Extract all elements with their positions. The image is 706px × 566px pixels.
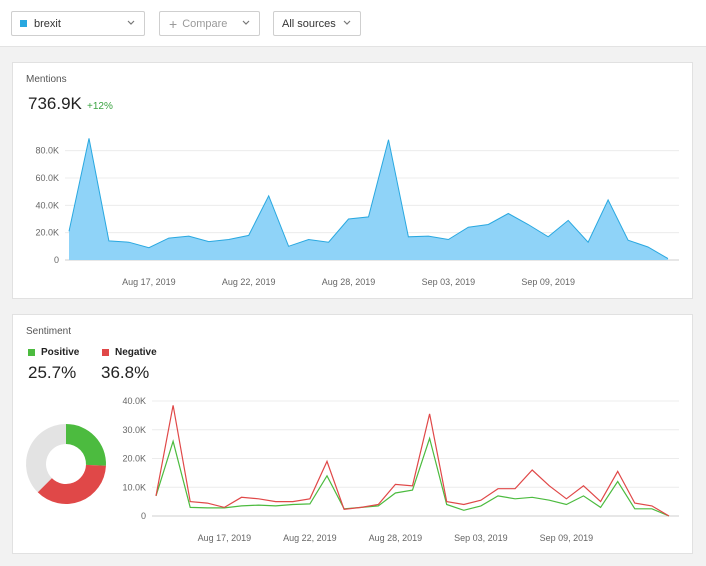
negative-swatch xyxy=(102,349,109,356)
y-tick-label: 0 xyxy=(54,255,59,265)
negative-label: Negative xyxy=(115,347,157,358)
compare-dropdown[interactable]: + Compare xyxy=(159,11,260,36)
donut-slice-positive xyxy=(66,424,107,466)
y-tick-label: 20.0K xyxy=(35,228,59,238)
query-color-swatch xyxy=(20,20,27,27)
y-tick-label: 40.0K xyxy=(122,396,146,406)
chevron-down-icon xyxy=(242,20,250,25)
mentions-title: Mentions xyxy=(26,74,67,85)
mentions-line xyxy=(68,138,669,260)
y-tick-label: 10.0K xyxy=(122,482,146,492)
x-tick-label: Aug 22, 2019 xyxy=(222,277,276,287)
donut-slice-negative xyxy=(37,464,106,504)
legend-positive: Positive xyxy=(28,347,79,358)
positive-swatch xyxy=(28,349,35,356)
mentions-card: Mentions 736.9K +12% 0 20.0K 40.0K 60.0K 80.… xyxy=(12,62,693,299)
y-tick-label: 30.0K xyxy=(122,425,146,435)
y-tick-label: 20.0K xyxy=(122,454,146,464)
donut-slice-neutral xyxy=(25,424,66,493)
chevron-down-icon xyxy=(343,20,351,25)
sources-label: All sources xyxy=(282,17,336,30)
sentiment-card: Sentiment Positive Negative 25.7% 36.8% … xyxy=(12,314,693,554)
x-tick-label: Sep 09, 2019 xyxy=(521,277,575,287)
x-tick-label: Sep 09, 2019 xyxy=(540,533,594,543)
legend-negative: Negative xyxy=(102,347,157,358)
mentions-delta: +12% xyxy=(87,101,113,112)
y-tick-label: 40.0K xyxy=(35,200,59,210)
negative-value: 36.8% xyxy=(101,363,150,382)
x-tick-label: Aug 17, 2019 xyxy=(122,277,176,287)
positive-line xyxy=(155,436,670,517)
mentions-total: 736.9K xyxy=(28,94,82,113)
toolbar: brexit + Compare All sources xyxy=(0,0,706,47)
mentions-chart: 0 20.0K 40.0K 60.0K 80.0K Aug 17, 2019 Aug 22,… xyxy=(35,138,679,287)
positive-value: 25.7% xyxy=(28,363,77,382)
sentiment-chart: 0 10.0K 20.0K 30.0K 40.0K Aug 17, 2019 Aug 22,… xyxy=(25,396,679,543)
y-tick-label: 80.0K xyxy=(35,146,59,156)
x-tick-label: Aug 17, 2019 xyxy=(198,533,252,543)
x-tick-label: Sep 03, 2019 xyxy=(454,533,508,543)
query-label: brexit xyxy=(34,17,61,30)
x-tick-label: Aug 28, 2019 xyxy=(322,277,376,287)
sentiment-title: Sentiment xyxy=(26,326,72,337)
negative-line xyxy=(155,405,670,517)
sources-dropdown[interactable]: All sources xyxy=(273,11,361,36)
positive-label: Positive xyxy=(41,347,80,358)
x-tick-label: Sep 03, 2019 xyxy=(422,277,476,287)
x-tick-label: Aug 22, 2019 xyxy=(283,533,337,543)
mentions-area xyxy=(69,138,668,260)
y-tick-label: 0 xyxy=(141,511,146,521)
compare-label: Compare xyxy=(182,17,228,30)
y-tick-label: 60.0K xyxy=(35,173,59,183)
x-tick-label: Aug 28, 2019 xyxy=(369,533,423,543)
query-dropdown[interactable]: brexit xyxy=(11,11,145,36)
chevron-down-icon xyxy=(127,20,135,25)
plus-icon: + xyxy=(169,15,178,32)
